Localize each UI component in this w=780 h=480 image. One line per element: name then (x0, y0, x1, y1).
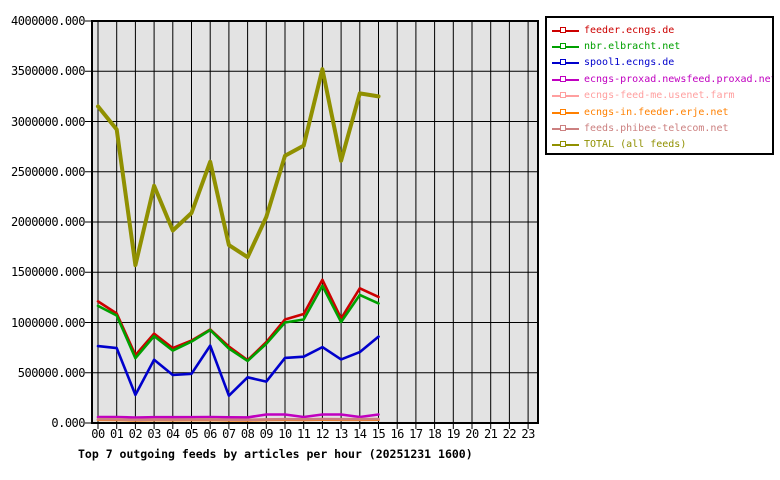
x-tick-label: 09 (259, 427, 274, 441)
plot-frame (91, 20, 539, 424)
legend-item: feeds.phibee-telecom.net (551, 120, 772, 136)
y-tick-label: 500000.000 (17, 365, 86, 380)
x-tick-label: 11 (296, 427, 311, 441)
x-tick-label: 07 (222, 427, 236, 441)
x-tick-label: 08 (240, 427, 255, 441)
x-tick-label: 23 (521, 427, 535, 441)
legend-line-marker-icon (551, 58, 581, 67)
legend-item: nbr.elbracht.net (551, 38, 772, 54)
x-tick-label: 01 (109, 427, 124, 441)
legend-label: ecngs-feed-me.usenet.farm (584, 90, 735, 102)
x-tick-label: 22 (502, 427, 517, 441)
legend-point-square (560, 92, 566, 99)
x-tick-label: 04 (166, 427, 180, 441)
legend-line-marker-icon (551, 26, 581, 35)
legend-line-marker-icon (551, 42, 581, 51)
legend-item: spool1.ecngs.de (551, 55, 772, 71)
legend-item: feeder.ecngs.de (551, 22, 772, 38)
series-line-feeds-phibee-telecom-net (96, 417, 380, 422)
legend-point-square (560, 43, 566, 50)
x-tick-label: 13 (334, 427, 348, 441)
legend-point-square (560, 141, 566, 148)
x-tick-label: 15 (371, 427, 386, 441)
y-tick-label: 1000000.000 (11, 315, 85, 330)
x-tick-label: 00 (91, 427, 105, 441)
legend-label: feeder.ecngs.de (584, 24, 675, 36)
legend-item: ecngs-feed-me.usenet.farm (551, 88, 772, 104)
series-line-ecngs-proxad-newsfeed-proxad-net (96, 413, 380, 419)
legend-point-square (560, 59, 566, 66)
y-tick-label: 0.000 (51, 416, 85, 430)
series-line-total-all-feeds- (96, 67, 381, 268)
legend-label: nbr.elbracht.net (584, 41, 681, 53)
x-tick-label: 02 (128, 427, 143, 441)
legend-point-square (560, 108, 566, 115)
legend-line-marker-icon (551, 140, 581, 149)
legend-line-marker-icon (551, 91, 581, 100)
legend-label: ecngs-in.feeder.erje.net (584, 106, 729, 118)
x-tick-label: 16 (390, 427, 404, 441)
x-tick-label: 12 (315, 427, 330, 441)
legend-label: spool1.ecngs.de (584, 57, 675, 69)
x-tick-label: 14 (353, 427, 367, 441)
y-tick-label: 2000000.000 (11, 215, 85, 229)
legend: feeder.ecngs.de nbr.elbracht.net spool1.ec… (545, 16, 774, 155)
x-tick-label: 06 (203, 427, 217, 441)
x-tick-label: 05 (184, 427, 199, 441)
legend-line-marker-icon (551, 75, 581, 84)
legend-label: ecngs-proxad.newsfeed.proxad.net (584, 73, 772, 85)
x-tick-label: 17 (409, 427, 423, 441)
chart-title: Top 7 outgoing feeds by articles per hou… (78, 447, 473, 461)
legend-point-square (560, 125, 566, 132)
legend-label: TOTAL (all feeds) (584, 139, 687, 151)
legend-item: ecngs-in.feeder.erje.net (551, 104, 772, 120)
x-tick-label: 20 (465, 427, 479, 441)
y-tick-label: 2500000.000 (11, 164, 85, 179)
y-tick-label: 3500000.000 (11, 64, 85, 79)
legend-line-marker-icon (551, 108, 581, 117)
series-line-nbr-elbracht-net (96, 284, 380, 363)
legend-label: feeds.phibee-telecom.net (584, 123, 729, 135)
y-tick-label: 4000000.000 (11, 14, 85, 28)
x-tick-label: 21 (483, 427, 498, 441)
legend-point-square (560, 26, 566, 33)
x-tick-label: 18 (427, 427, 442, 441)
legend-line-marker-icon (551, 124, 581, 133)
y-tick-label: 3000000.000 (11, 114, 85, 129)
legend-item: TOTAL (all feeds) (551, 137, 772, 153)
series-line-spool1-ecngs-de (96, 335, 380, 398)
x-tick-label: 03 (147, 427, 161, 441)
x-tick-label: 19 (446, 427, 461, 441)
y-tick-label: 1500000.000 (11, 265, 85, 280)
legend-item: ecngs-proxad.newsfeed.proxad.net (551, 71, 772, 87)
x-tick-label: 10 (278, 427, 292, 441)
legend-point-square (560, 75, 566, 82)
